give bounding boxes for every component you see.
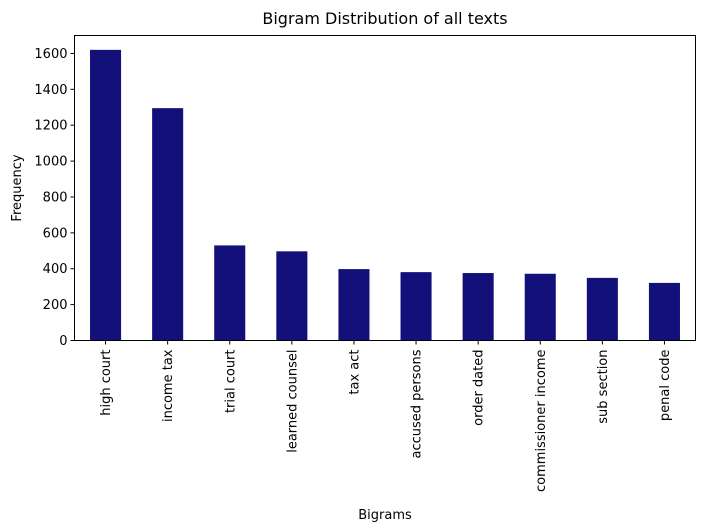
y-axis-ticks: 0 200 400 600 800 1000 1200 1400 1600 [34,47,75,349]
y-tick-label: 400 [43,262,68,277]
bar [214,245,246,341]
bar [152,108,184,341]
plot-frame [74,35,696,341]
y-tick-label: 1200 [34,119,67,134]
x-tick-label: penal code [658,350,673,422]
bar [524,273,556,341]
x-tick-label: trial court [223,350,238,414]
bar [462,273,494,341]
y-tick-label: 1600 [34,47,67,62]
bar [586,277,618,341]
y-tick-label: 0 [59,334,67,349]
x-axis-ticks: high court income tax trial court learned c… [99,340,673,492]
y-tick-label: 800 [43,190,68,205]
chart-title: Bigram Distribution of all texts [262,9,507,28]
x-tick-label: income tax [161,349,176,422]
x-axis-label: Bigrams [358,508,412,523]
y-tick-label: 1400 [34,83,67,98]
bar [276,251,308,341]
x-tick-label: sub section [596,350,611,424]
y-tick-label: 600 [43,226,68,241]
y-axis-label: Frequency [10,154,25,221]
bar [90,49,122,341]
x-tick-label: accused persons [410,349,425,458]
x-tick-label: order dated [472,350,487,426]
bar [338,269,370,341]
x-tick-label: high court [99,350,114,416]
y-tick-label: 1000 [34,155,67,170]
bar [400,272,432,341]
bar [648,282,680,341]
bars-group [90,49,680,341]
x-tick-label: tax act [347,350,362,395]
x-tick-label: learned counsel [285,350,300,453]
y-tick-label: 200 [43,298,68,313]
x-tick-label: commissioner income [534,350,549,492]
